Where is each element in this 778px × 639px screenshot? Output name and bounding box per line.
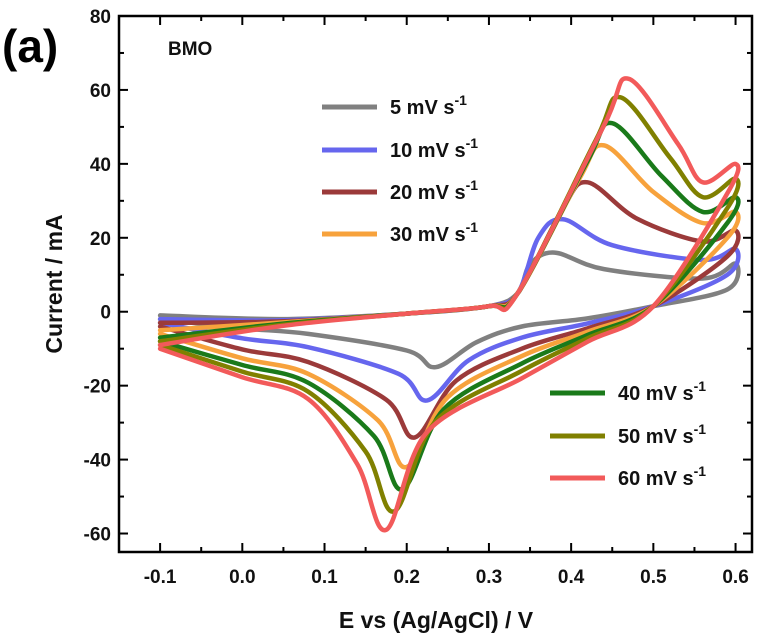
y-tick-label: 60 xyxy=(90,81,111,102)
curves-group xyxy=(157,76,741,533)
x-axis-label: E vs (Ag/AgCl) / V xyxy=(339,607,534,633)
y-tick-label: -20 xyxy=(84,377,111,398)
legend-label-text: 60 mV s xyxy=(618,468,694,490)
y-tick-label: -40 xyxy=(84,451,111,472)
legend-label: 10 mV s-1 xyxy=(390,135,478,162)
legend-label: 5 mV s-1 xyxy=(390,92,467,119)
legend-label-exponent: -1 xyxy=(466,177,479,193)
y-tick-label: 0 xyxy=(100,303,111,324)
legend-label: 40 mV s-1 xyxy=(618,378,706,405)
legend-label-text: 5 mV s xyxy=(390,97,454,119)
chart-title: BMO xyxy=(168,39,212,60)
legend-label: 50 mV s-1 xyxy=(618,421,706,448)
legend-label-text: 20 mV s xyxy=(390,182,466,204)
x-tick-label: 0.6 xyxy=(722,567,748,588)
legend-label-text: 40 mV s xyxy=(618,383,694,405)
legend-label-exponent: -1 xyxy=(466,135,479,151)
y-tick-label: 40 xyxy=(90,155,111,176)
panel-label: (a) xyxy=(2,20,58,72)
x-tick-label: 0.5 xyxy=(640,567,667,588)
x-tick-label: -0.1 xyxy=(144,567,177,588)
legend-label-exponent: -1 xyxy=(694,378,707,394)
legend-label-text: 50 mV s xyxy=(618,426,694,448)
y-tick-label: 20 xyxy=(90,229,111,250)
x-tick-label: 0.2 xyxy=(394,567,420,588)
x-tick-label: 0.4 xyxy=(558,567,585,588)
x-tick-label: 0.3 xyxy=(476,567,502,588)
legend-label: 30 mV s-1 xyxy=(390,219,478,246)
legend-label: 20 mV s-1 xyxy=(390,177,478,204)
y-tick-label: -60 xyxy=(84,525,111,546)
legend: 5 mV s-110 mV s-120 mV s-130 mV s-140 mV… xyxy=(322,92,706,490)
y-ticks: 80 60 40 20 0 -20 -40 -60 xyxy=(84,7,752,546)
x-tick-label: 0.0 xyxy=(229,567,255,588)
legend-label-exponent: -1 xyxy=(694,421,707,437)
legend-label-text: 30 mV s xyxy=(390,224,466,246)
y-axis-label: Current / mA xyxy=(41,214,67,353)
x-ticks: -0.1 0.0 0.1 0.2 0.3 0.4 0.5 0.6 xyxy=(144,16,749,588)
y-tick-label: 80 xyxy=(90,7,111,28)
x-tick-label: 0.1 xyxy=(311,567,338,588)
legend-label-exponent: -1 xyxy=(454,92,467,108)
legend-label: 60 mV s-1 xyxy=(618,463,706,490)
legend-label-exponent: -1 xyxy=(694,463,707,479)
cv-curve-7 xyxy=(157,76,741,533)
legend-label-text: 10 mV s xyxy=(390,140,466,162)
legend-label-exponent: -1 xyxy=(466,219,479,235)
plot-frame xyxy=(117,14,754,554)
